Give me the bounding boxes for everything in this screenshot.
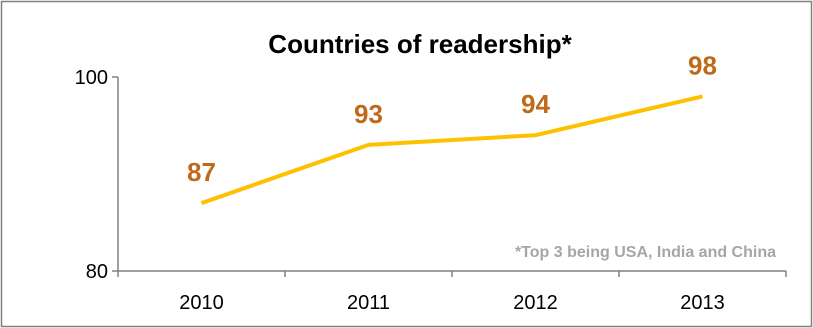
axes (112, 76, 787, 277)
data-label-2012: 94 (521, 89, 550, 119)
x-tick-label-2013: 2013 (680, 292, 725, 314)
footnote-annotation: *Top 3 being USA, India and China (515, 244, 776, 261)
chart-title: Countries of readership* (268, 29, 572, 59)
data-label-2013: 98 (688, 50, 717, 80)
x-tick-label-2011: 2011 (347, 292, 390, 314)
y-tick-label-80: 80 (86, 261, 108, 283)
data-label-2010: 87 (187, 157, 216, 187)
series-line (200, 94, 703, 205)
y-tick-label-100: 100 (75, 67, 108, 89)
x-tick-label-2010: 2010 (179, 292, 224, 314)
data-label-2011: 93 (354, 99, 383, 129)
x-tick-label-2012: 2012 (513, 292, 558, 314)
